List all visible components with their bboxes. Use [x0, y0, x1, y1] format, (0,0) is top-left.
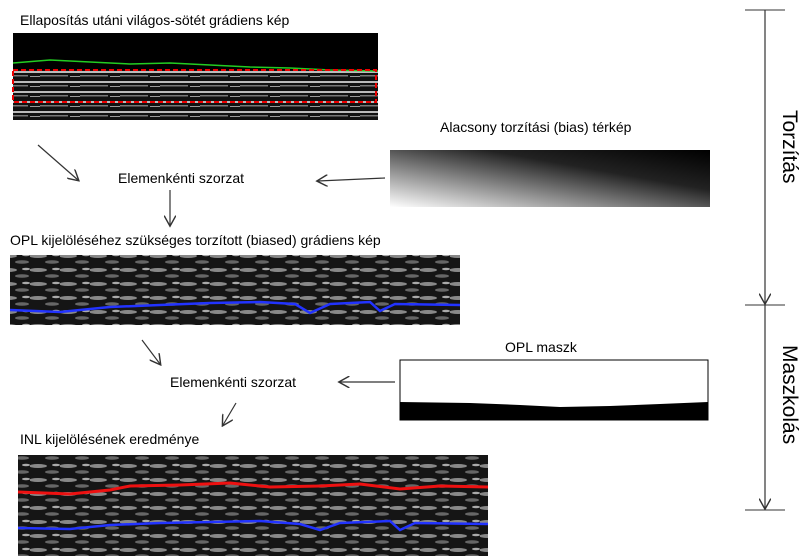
arrow	[223, 403, 236, 425]
biased-gradient-image	[10, 255, 460, 325]
retina-layers	[13, 70, 378, 120]
node-label: Ellaposítás utáni világos-sötét grádiens…	[20, 12, 289, 28]
node-label: Elemenkénti szorzat	[170, 374, 296, 390]
node-label: OPL maszk	[505, 339, 578, 355]
diagram: Ellaposítás utáni világos-sötét grádiens…	[0, 0, 806, 556]
arrow	[142, 340, 160, 364]
node-label: Alacsony torzítási (bias) térkép	[440, 119, 632, 135]
result-image	[18, 455, 488, 556]
stage-label: Maszkolás	[778, 345, 801, 444]
stage-label: Torzítás	[778, 110, 801, 184]
node-label: INL kijelölésének eredménye	[20, 431, 199, 447]
arrow	[318, 178, 385, 181]
node-label: OPL kijelöléséhez szükséges torzított (b…	[10, 232, 381, 248]
arrow	[38, 145, 78, 180]
node-label: Elemenkénti szorzat	[118, 170, 244, 186]
bias-map	[390, 150, 710, 207]
